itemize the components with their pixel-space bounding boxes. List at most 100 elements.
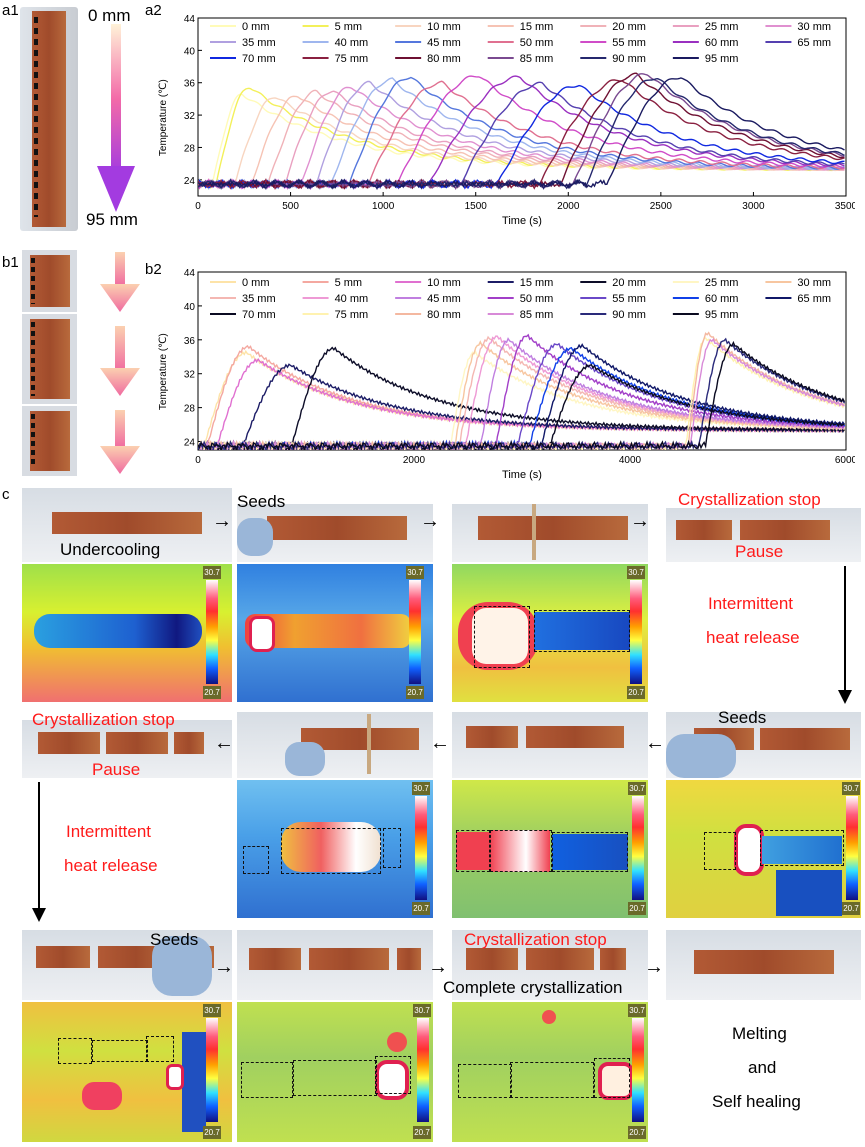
y-tick-label: 36 [184,336,196,347]
x-tick-label: 6000 [835,455,855,466]
series-line [198,86,845,191]
temperature-chart-a2: 0 500 1000 1500 2000 2500 3000 3500 24 28 32 36 40 44… [158,14,855,227]
colorbar-min: 20.7 [842,902,860,915]
legend-entry: 5 mm [335,21,363,33]
arrow-right-3: → [630,510,650,532]
y-tick-label: 36 [184,79,196,90]
legend-entry: 0 mm [242,277,270,289]
arrow-right-4: → [214,956,234,978]
arrow-down-1 [838,566,852,704]
photo-melted-healed [666,930,861,1000]
y-tick-label: 44 [184,14,196,25]
colorbar-max: 30.7 [203,566,221,579]
x-axis-label: Time (s) [502,215,542,227]
photo-crystallization-stop-2 [22,720,232,778]
colorbar-max: 30.7 [203,1004,221,1017]
caption-self-healing: Self healing [712,1092,801,1111]
colorbar-max: 30.7 [406,566,424,579]
y-tick-label: 28 [184,404,196,415]
x-tick-label: 1500 [465,201,488,212]
series-line [198,90,845,190]
colorbar-min: 20.7 [203,686,221,699]
legend-entry: 95 mm [705,309,739,321]
x-tick-label: 0 [195,201,201,212]
series-line [198,77,845,190]
x-tick-label: 2000 [403,455,426,466]
caption-seeds-1: Seeds [237,492,286,511]
legend-entry: 65 mm [797,293,831,305]
series-line [198,77,845,191]
series-line [198,77,845,191]
thermal-seeds-2: 30.7 20.7 [666,780,861,918]
sample-photo-b1-middle [22,314,77,404]
y-axis-label: Temperature (℃) [158,79,169,156]
temperature-chart-b2: 0 2000 4000 6000 24 28 32 36 40 44 Time (s) Tempera… [158,268,855,481]
depth-arrows-b [98,250,142,480]
arrow-right-1: → [212,510,232,532]
caption-crystallization-stop-1: Crystallization stop [678,490,821,509]
panel-label-c: c [2,486,10,503]
caption-crystallization-stop-2: Crystallization stop [32,710,175,729]
colorbar-min: 20.7 [412,902,430,915]
legend-entry: 35 mm [242,293,276,305]
x-tick-label: 4000 [619,455,642,466]
legend-entry: 60 mm [705,293,739,305]
panel-label-a2: a2 [145,2,162,19]
sample-photo-a1 [20,7,78,231]
thermal-crystallization-4: 30.7 20.7 [237,1002,433,1142]
legend-entry: 80 mm [427,309,461,321]
legend-entry: 70 mm [242,53,276,65]
y-tick-label: 32 [184,370,196,381]
y-axis-label: Temperature (℃) [158,333,169,410]
caption-seeds-2: Seeds [718,708,767,727]
legend-entry: 40 mm [335,37,369,49]
y-tick-label: 40 [184,46,196,57]
arrow-down-2 [32,782,46,922]
caption-intermittent-1b: heat release [706,628,800,647]
legend-entry: 55 mm [612,293,646,305]
depth-start-label: 0 mm [88,6,131,25]
series-line [198,75,845,191]
series-line [198,81,845,190]
depth-end-label: 95 mm [86,210,138,229]
caption-intermittent-2b: heat release [64,856,158,875]
photo-seeds-cut-2 [237,712,433,778]
legend-entry: 25 mm [705,21,739,33]
legend-entry: 75 mm [335,309,369,321]
series-line [198,80,845,190]
colorbar-min: 20.7 [628,902,646,915]
thermal-seeds-cut-2: 30.7 20.7 [237,780,433,918]
y-tick-label: 32 [184,111,196,122]
photo-seeds-cut [452,504,648,562]
caption-seeds-3: Seeds [150,930,199,949]
legend-entry: 90 mm [612,53,646,65]
colorbar-min: 20.7 [627,686,645,699]
x-tick-label: 3000 [742,201,765,212]
thermal-crystallization-stop-3: 30.7 20.7 [452,780,648,918]
arrow-right-6: → [644,956,664,978]
panel-label-a1: a1 [2,2,19,19]
colorbar-min: 20.7 [413,1126,431,1139]
arrow-right-2: → [420,510,440,532]
y-tick-label: 24 [184,176,196,187]
thermal-complete-crystallization: 30.7 20.7 [452,1002,648,1142]
series-line [198,76,845,190]
colorbar-max: 30.7 [412,782,430,795]
legend-entry: 20 mm [612,277,646,289]
x-tick-label: 2000 [557,201,580,212]
y-tick-label: 44 [184,268,196,279]
arrow-left-1: ← [214,732,234,754]
colorbar-min: 20.7 [203,1126,221,1139]
panel-label-b2: b2 [145,261,162,278]
caption-melting: Melting [732,1024,787,1043]
caption-pause-1: Pause [735,542,784,561]
legend-entry: 80 mm [427,53,461,65]
legend-entry: 10 mm [427,21,461,33]
photo-seeds-1 [237,504,433,562]
series-line [198,363,845,450]
thermal-undercooling: 30.7 20.7 [22,564,232,702]
y-tick-label: 28 [184,143,196,154]
y-tick-label: 24 [184,438,196,449]
photo-crystallization-stop-1 [666,508,861,562]
colorbar-min: 20.7 [628,1126,646,1139]
